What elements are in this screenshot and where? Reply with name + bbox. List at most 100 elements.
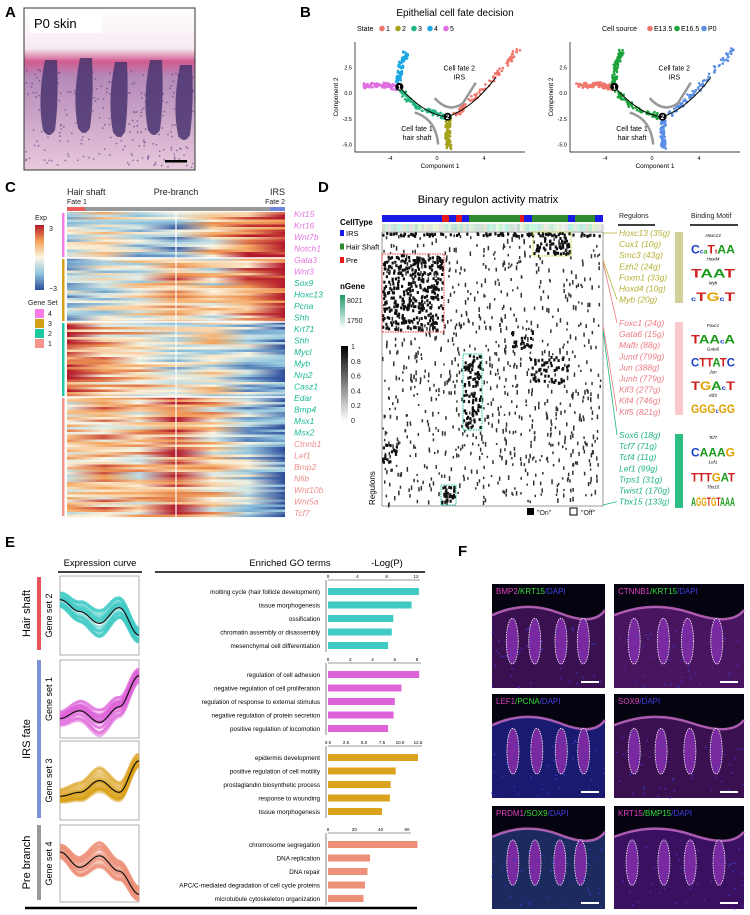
regulon-group-band [675, 232, 683, 303]
matrix-cell [425, 333, 428, 337]
matrix-cell [401, 268, 404, 272]
matrix-cell [464, 365, 467, 369]
matrix-cell [421, 299, 424, 303]
matrix-cell [467, 415, 470, 419]
matrix-cell [513, 446, 516, 451]
matrix-cell [407, 325, 410, 329]
nucleus [133, 125, 136, 128]
geneset-legend-label: 2 [48, 331, 52, 338]
matrix-cell [410, 377, 412, 382]
matrix-cell [401, 303, 404, 307]
matrix-cell [440, 295, 444, 299]
matrix-cell [417, 267, 421, 271]
matrix-cell [402, 388, 404, 393]
matrix-cell [485, 264, 487, 269]
cell-point [459, 105, 463, 109]
matrix-cell [468, 366, 471, 370]
motif-letter: A [725, 495, 730, 509]
exp-colorbar [35, 225, 44, 290]
nucleus [56, 164, 59, 166]
follicle-outline [577, 727, 591, 775]
matrix-cell [445, 488, 448, 492]
celltype-legend-label: IRS [346, 229, 359, 238]
matrix-cell [541, 455, 543, 458]
matrix-cell [449, 374, 452, 378]
nucleus [185, 122, 188, 125]
matrix-cell [443, 390, 445, 394]
gene-label: Wnt3 [294, 267, 314, 277]
matrix-cell [414, 281, 417, 287]
motif-letter: c [720, 338, 725, 345]
matrix-cell [417, 350, 419, 355]
dapi-nucleus [506, 872, 509, 875]
matrix-cell [513, 352, 516, 356]
matrix-cell [482, 234, 485, 238]
matrix-cell [585, 324, 587, 329]
gene-label: Krt71 [294, 324, 315, 334]
gene-label: Gata3 [294, 255, 317, 265]
nucleus [80, 139, 83, 141]
matrix-cell [382, 262, 386, 266]
geneset-legend-label: 1 [48, 341, 52, 348]
motif-letter: T [707, 495, 712, 509]
dapi-nucleus [572, 757, 575, 760]
matrix-cell [523, 307, 526, 312]
matrix-cell [395, 305, 399, 309]
nucleus [32, 129, 35, 132]
dapi-nucleus [733, 887, 736, 890]
matrix-cell [597, 463, 599, 467]
matrix-cell [516, 286, 519, 290]
matrix-cell [419, 237, 421, 240]
matrix-cell [505, 459, 508, 465]
matrix-cell [427, 254, 430, 258]
matrix-cell [504, 314, 506, 319]
matrix-cell [415, 352, 417, 357]
epidermis [491, 605, 607, 621]
dapi-nucleus [647, 637, 649, 640]
matrix-cell [416, 479, 419, 483]
nucleus [82, 155, 85, 158]
matrix-cell [414, 305, 417, 309]
matrix-cell [434, 336, 436, 341]
fate-group-bar [37, 577, 41, 650]
dapi-nucleus [531, 870, 534, 873]
dapi-nucleus [541, 853, 544, 856]
matrix-cell [415, 453, 417, 458]
cell-point [717, 64, 721, 68]
matrix-cell [475, 398, 478, 402]
nucleus [125, 78, 128, 81]
motif-letter: T [706, 357, 713, 370]
matrix-cell [568, 245, 571, 249]
matrix-cell [544, 237, 547, 241]
go-bar [328, 671, 420, 678]
cell-point [712, 65, 716, 68]
matrix-cell [538, 247, 541, 251]
matrix-cell [514, 411, 516, 415]
geneset-legend-label: 4 [48, 311, 52, 318]
follicle-outline [712, 839, 726, 886]
go-term-label: chromatin assembly or disassembly [220, 630, 321, 637]
ngene-bar-cell [388, 224, 391, 231]
matrix-cell [525, 404, 528, 407]
matrix-cell [383, 280, 386, 284]
matrix-cell [385, 275, 388, 279]
matrix-cell [505, 422, 508, 427]
matrix-cell [452, 493, 455, 497]
dapi-nucleus [636, 859, 639, 862]
motif-letter: A [721, 470, 730, 484]
nucleus [58, 131, 61, 134]
matrix-cell [516, 262, 519, 265]
matrix-cell [533, 431, 536, 435]
matrix-cell [538, 368, 541, 372]
matrix-cell [491, 363, 493, 369]
gene-label: Hoxc13 [294, 290, 323, 300]
matrix-cell [434, 451, 436, 455]
matrix-cell [437, 277, 440, 281]
dapi-nucleus [741, 783, 744, 786]
matrix-cell [408, 255, 411, 259]
matrix-cell [572, 391, 574, 396]
matrix-cell [489, 325, 492, 331]
trajectory-line [399, 77, 497, 118]
matrix-cell [533, 480, 535, 486]
